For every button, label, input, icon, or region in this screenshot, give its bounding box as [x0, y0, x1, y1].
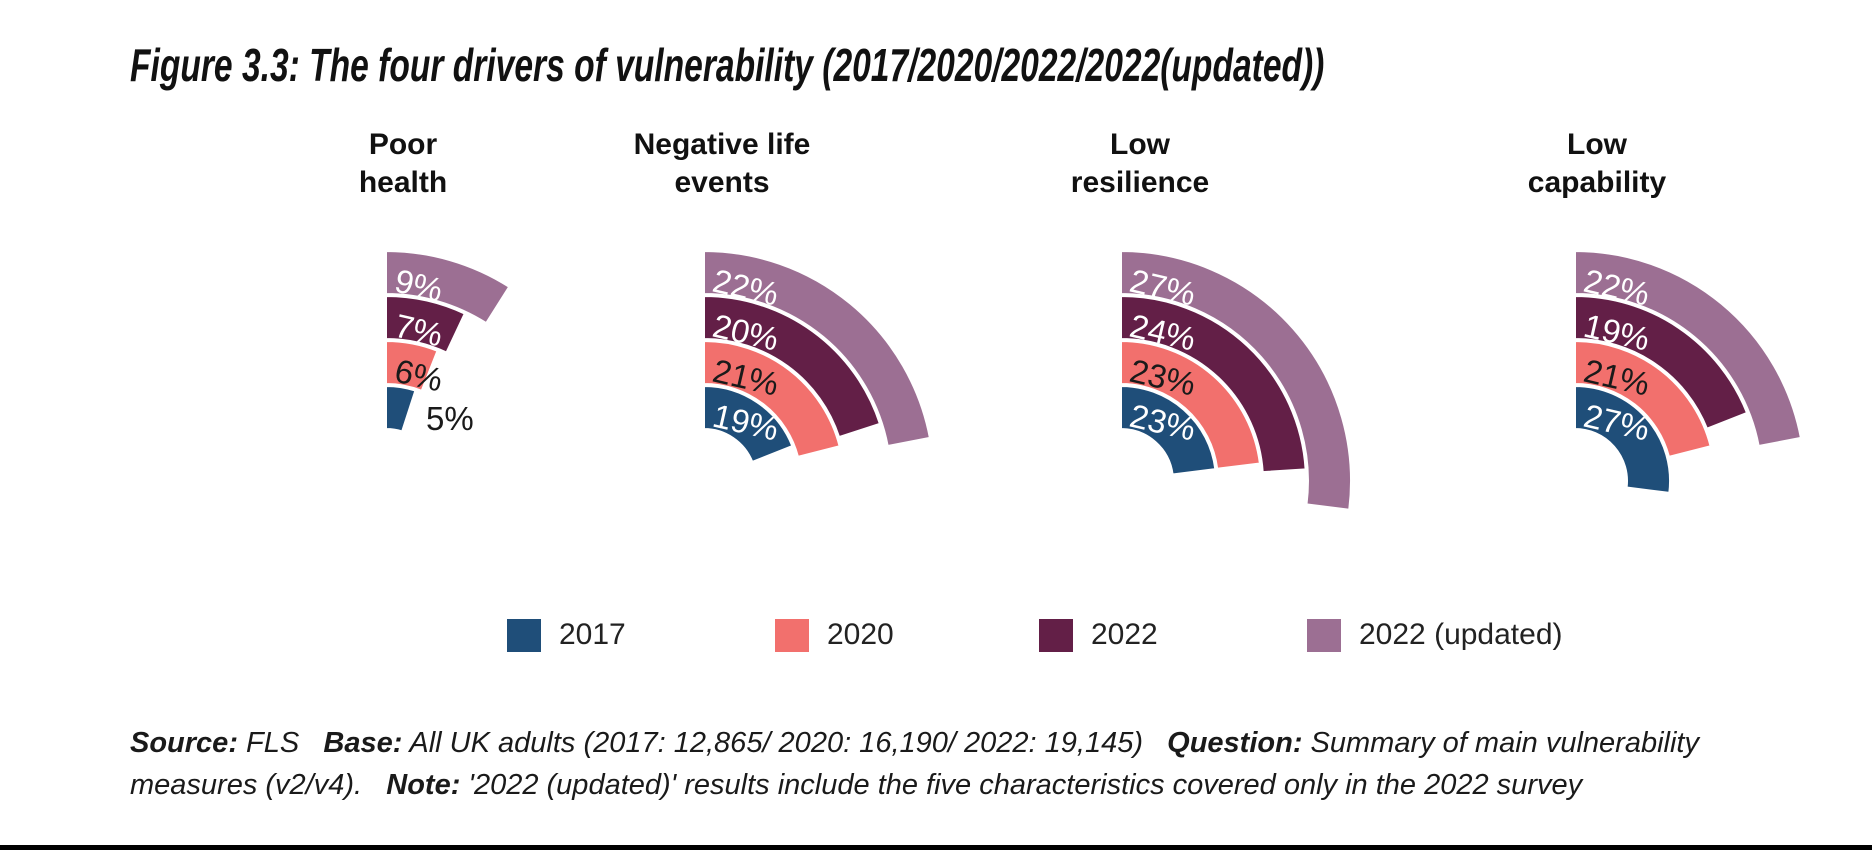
source-note-text: FLS [237, 727, 324, 759]
source-note-text: Summary of main vulnerability [1302, 727, 1699, 759]
source-note-bold-label: Note: [386, 769, 461, 801]
source-note-bold-label: Question: [1167, 727, 1303, 759]
figure-title: Figure 3.3: The four drivers of vulnerab… [130, 39, 1325, 91]
arc-segment [703, 384, 794, 464]
source-note-text: '2022 (updated)' results include the fiv… [460, 769, 1583, 801]
source-note: Source: FLS Base: All UK adults (2017: 1… [130, 722, 1699, 806]
source-note-line: measures (v2/v4). Note: '2022 (updated)'… [130, 764, 1699, 806]
chart-title: Negative life events [633, 128, 811, 199]
legend-item: 2022 (updated) [1307, 618, 1563, 652]
arc-segment [703, 339, 841, 459]
source-note-line: Source: FLS Base: All UK adults (2017: 1… [130, 722, 1699, 764]
arc-segment [1574, 384, 1671, 495]
legend-item: 2020 [775, 618, 894, 652]
arc-segment [385, 249, 511, 325]
legend-swatch [507, 618, 541, 652]
legend-item: 2017 [507, 618, 626, 652]
arc-segment [1120, 384, 1217, 476]
legend-swatch [775, 618, 809, 652]
arc-segment [385, 294, 467, 354]
source-note-text: All UK adults (2017: 12,865/ 2020: 16,19… [402, 727, 1168, 759]
source-note-bold-label: Base: [323, 727, 403, 759]
source-note-text: measures (v2/v4). [130, 769, 387, 801]
chart-title: Poor health [358, 128, 448, 199]
legend-swatch [1307, 618, 1341, 652]
arc-segment [703, 294, 882, 439]
arc-segment [1120, 294, 1307, 474]
source-note-bold-label: Source: [130, 727, 238, 759]
legend-label: 2022 (updated) [1359, 618, 1563, 651]
legend-swatch [1039, 618, 1073, 652]
arc-segment [1574, 249, 1803, 448]
chart-title: Low capability [1527, 128, 1667, 199]
arc-segment [1120, 249, 1352, 511]
arc-segment [1574, 339, 1712, 459]
page-bottom-rule [0, 845, 1872, 850]
chart-title: Low resilience [1070, 128, 1210, 199]
arc-segment [385, 339, 439, 393]
legend-label: 2022 [1091, 618, 1158, 651]
arc-segment [385, 384, 417, 433]
arc-segment [703, 249, 932, 448]
legend-item: 2022 [1039, 618, 1158, 652]
arc-segment [1120, 339, 1262, 470]
legend-label: 2020 [827, 618, 894, 651]
legend-label: 2017 [559, 618, 626, 651]
arc-segment [1574, 294, 1749, 430]
arc-value-label: 5% [426, 400, 474, 437]
